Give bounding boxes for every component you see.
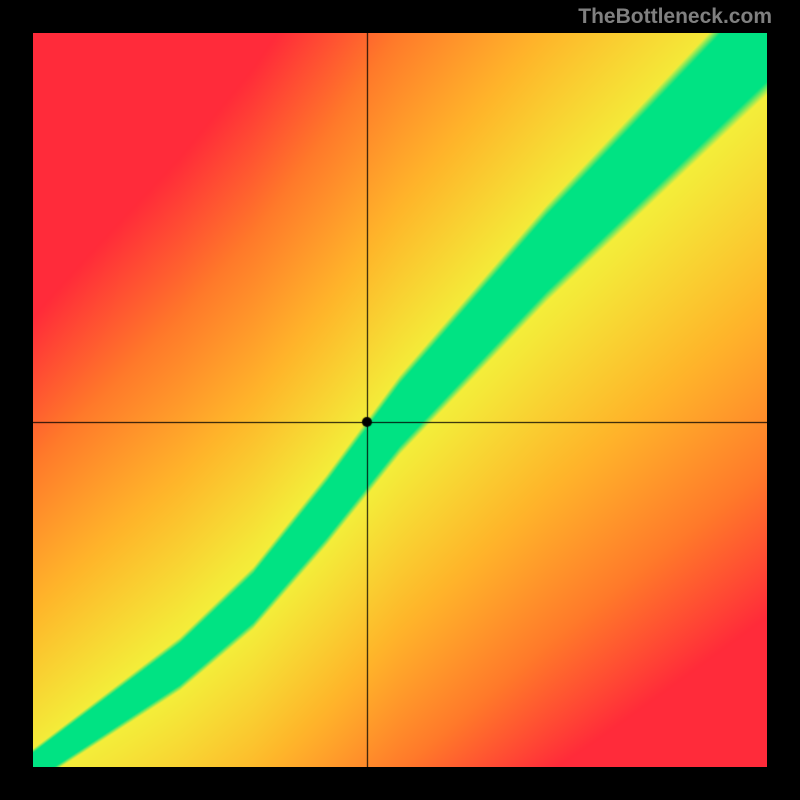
watermark-text: TheBottleneck.com [578, 5, 772, 29]
bottleneck-heatmap [33, 33, 767, 767]
